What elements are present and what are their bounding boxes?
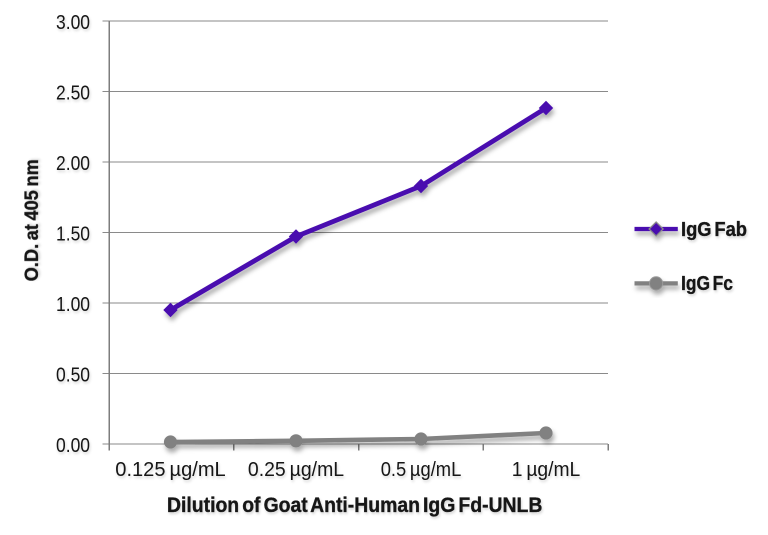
svg-text:0.25 µg/mL: 0.25 µg/mL xyxy=(248,459,344,481)
svg-text:3.00: 3.00 xyxy=(56,11,90,34)
svg-text:IgG Fab: IgG Fab xyxy=(681,219,747,241)
svg-text:IgG Fc: IgG Fc xyxy=(681,273,733,295)
svg-text:1.00: 1.00 xyxy=(56,293,90,316)
svg-text:O.D. at 405 nm: O.D. at 405 nm xyxy=(22,159,43,281)
svg-text:1 µg/mL: 1 µg/mL xyxy=(512,459,581,481)
svg-text:2.50: 2.50 xyxy=(56,82,90,105)
svg-text:1.50: 1.50 xyxy=(56,223,90,246)
svg-text:Dilution of Goat Anti-Human Ig: Dilution of Goat Anti-Human IgG Fd-UNLB xyxy=(167,494,542,517)
svg-text:0.00: 0.00 xyxy=(56,434,90,457)
svg-text:0.5 µg/mL: 0.5 µg/mL xyxy=(381,459,462,481)
svg-text:0.50: 0.50 xyxy=(56,364,90,387)
svg-text:0.125 µg/mL: 0.125 µg/mL xyxy=(115,459,225,481)
svg-text:2.00: 2.00 xyxy=(56,152,90,175)
